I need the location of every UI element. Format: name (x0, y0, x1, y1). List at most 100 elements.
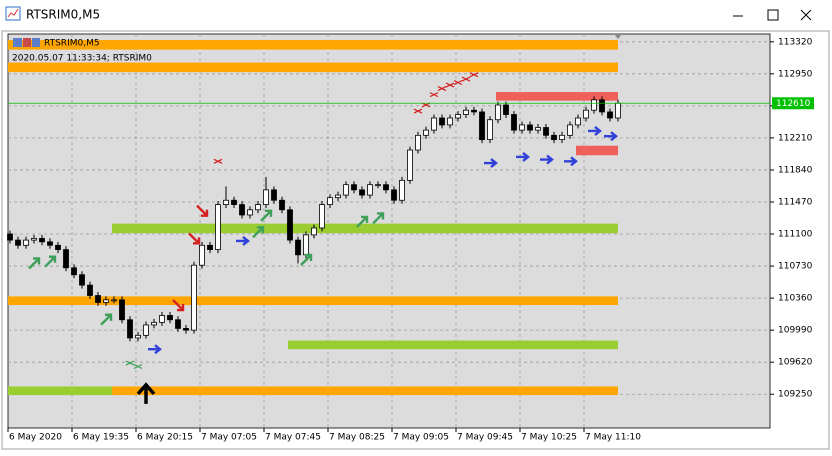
candle-body (607, 111, 613, 119)
candle-body (15, 239, 21, 246)
signal-cross (437, 86, 447, 92)
x-tick-label: 6 May 20:15 (137, 433, 193, 443)
signal-arrow-up-right (28, 257, 41, 270)
maximize-button[interactable] (767, 9, 779, 21)
chart-icon (13, 38, 40, 47)
candle-body (479, 111, 485, 141)
candle-body (615, 102, 621, 119)
x-tick-label: 6 May 2020 (9, 433, 62, 443)
candle-body (23, 239, 29, 246)
candle-body (527, 124, 533, 131)
candle-body (279, 199, 285, 211)
x-tick-label: 7 May 10:25 (521, 433, 577, 443)
signal-cross (133, 363, 143, 370)
candle-body (335, 194, 341, 199)
y-tick-label: 112210 (778, 133, 813, 143)
x-tick-label: 7 May 09:45 (457, 433, 513, 443)
signal-arrow-right (148, 344, 162, 355)
candle-body (407, 149, 413, 181)
candle-body (183, 328, 189, 331)
candle-body (167, 315, 173, 321)
candle-body (487, 119, 493, 141)
candle-body (191, 264, 197, 331)
app-icon (5, 6, 21, 21)
zone (8, 386, 114, 396)
signal-cross (125, 360, 135, 366)
candle-body (7, 233, 13, 241)
candle-body (63, 249, 69, 269)
signal-arrow-up-right (372, 212, 385, 225)
signal-arrow-down-right (172, 299, 185, 312)
candle-body (567, 124, 573, 136)
zone (576, 145, 618, 156)
candle-body (327, 197, 333, 205)
signal-arrow-right (588, 126, 602, 136)
candle-body (559, 134, 565, 141)
candle-body (511, 114, 517, 131)
x-tick-label: 6 May 19:35 (73, 433, 129, 443)
candle-body (207, 244, 213, 251)
candle-body (135, 334, 141, 339)
zone (496, 92, 618, 101)
chart-subtitle: 2020.05.07 11:33:34; RTSRIM0 (12, 54, 152, 64)
candle-body (583, 109, 589, 119)
signal-arrow-right (540, 154, 554, 165)
candle-body (399, 179, 405, 201)
candle-body (159, 315, 165, 323)
candle-body (431, 117, 437, 131)
x-tick-label: 7 May 07:05 (201, 433, 257, 443)
candle-body (599, 99, 605, 113)
candle-body (79, 274, 85, 286)
candle-body (439, 117, 445, 126)
signal-arrow-up-right (44, 255, 57, 268)
candle-body (375, 184, 381, 187)
candle-body (103, 299, 109, 303)
last-price-box (772, 97, 814, 110)
candle-body (127, 319, 133, 339)
candle-body (367, 184, 373, 196)
x-tick-label: 7 May 09:05 (393, 433, 449, 443)
candle-body (287, 209, 293, 241)
signal-cross (213, 158, 223, 164)
candle-body (295, 239, 301, 256)
signal-arrow-right (484, 158, 498, 168)
candle-body (215, 204, 221, 251)
signal-arrow-up (136, 382, 156, 404)
candle-body (303, 234, 309, 256)
y-tick-label: 111840 (778, 165, 813, 175)
signal-arrow-right (236, 236, 250, 246)
candle-body (471, 109, 477, 113)
zone (8, 62, 618, 73)
signal-arrow-down-right (196, 204, 209, 217)
window-title: RTSRIM0,M5 (26, 8, 100, 22)
candle-body (247, 209, 253, 216)
y-tick-label: 109250 (778, 390, 813, 400)
title-bar (0, 0, 832, 30)
y-tick-label: 109620 (778, 358, 813, 368)
signal-cross (461, 76, 471, 82)
candle-body (223, 199, 229, 205)
signal-cross (413, 108, 423, 114)
candle-body (47, 241, 53, 246)
candle-body (71, 267, 77, 276)
y-tick-label: 113320 (778, 37, 813, 47)
candle-body (151, 321, 157, 326)
y-tick-label: 109990 (778, 326, 813, 336)
signal-arrow-right (564, 156, 578, 167)
y-tick-label: 110730 (778, 262, 813, 272)
candle-body (543, 127, 549, 136)
candle-body (519, 124, 525, 131)
candle-body (591, 99, 597, 111)
signal-cross (445, 82, 455, 88)
candle-body (87, 284, 93, 296)
candle-body (351, 184, 357, 191)
close-button[interactable] (800, 9, 812, 21)
signal-arrow-up-right (260, 209, 273, 222)
signal-cross (429, 92, 439, 98)
candle-body (535, 127, 541, 131)
candle-body (311, 227, 317, 236)
y-tick-label: 112950 (778, 69, 813, 79)
candle-body (383, 184, 389, 191)
